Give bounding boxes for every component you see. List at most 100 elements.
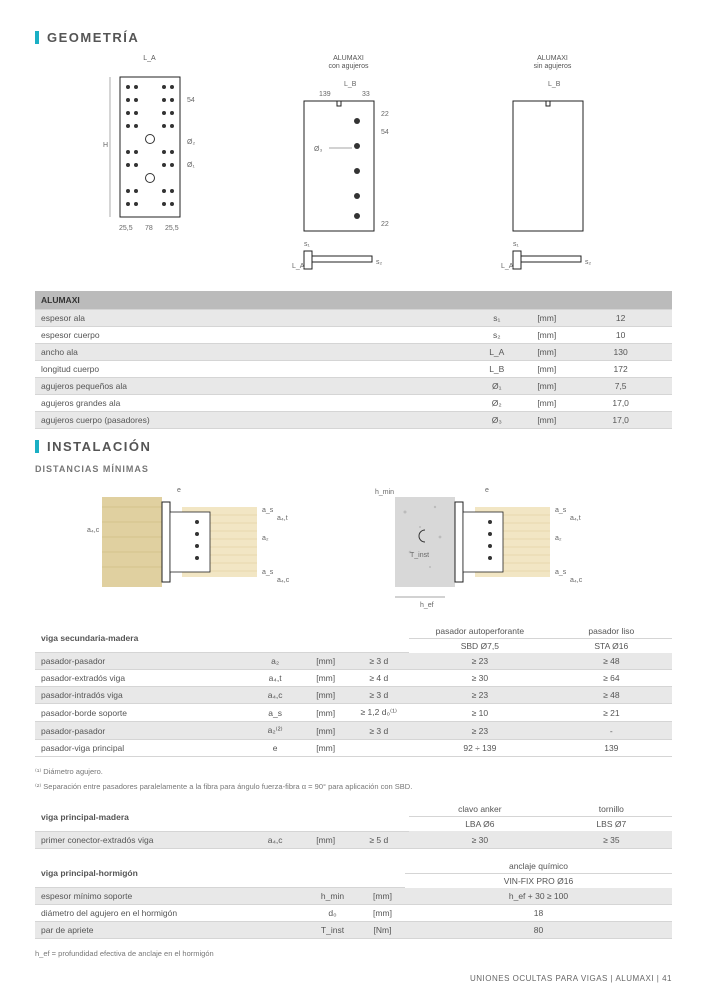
cell-v2: ≥ 64 <box>551 670 672 687</box>
svg-text:a_s: a_s <box>262 569 274 576</box>
table-row: espesor mínimo soporteh_min[mm]h_ef + 30… <box>35 888 672 905</box>
distances-table-2: viga principal-madera clavo anker tornil… <box>35 802 672 849</box>
cell-val: 7,5 <box>569 377 672 394</box>
svg-text:33: 33 <box>362 91 370 98</box>
cell-sym: a₄,c <box>247 687 303 704</box>
svg-text:s₁: s₁ <box>304 241 311 248</box>
distances-table-3: viga principal-hormigón anclaje químico … <box>35 859 672 940</box>
col-head: pasador liso <box>551 624 672 639</box>
svg-text:78: 78 <box>145 225 153 232</box>
cell-unit: [mm] <box>303 687 349 704</box>
cell-v1: ≥ 23 <box>409 687 551 704</box>
cell-sym: a₄,c <box>247 831 303 848</box>
cell-label: pasador-pasador <box>35 653 247 670</box>
cell-label: pasador-intradós viga <box>35 687 247 704</box>
cell-label: espesor ala <box>35 309 469 326</box>
cell-sym: a₂⁽²⁾ <box>247 722 303 740</box>
cell-v2: ≥ 21 <box>551 704 672 722</box>
col-subhead: LBA Ø6 <box>409 817 551 832</box>
section-title-instalacion: INSTALACIÓN <box>35 439 672 454</box>
diag-label: L_A <box>95 55 205 63</box>
cell-unit: [mm] <box>360 905 405 922</box>
cell-rule: ≥ 3 d <box>348 653 409 670</box>
table-header: ALUMAXI <box>35 291 672 310</box>
cell-unit: [mm] <box>303 740 349 757</box>
cell-label: pasador-borde soporte <box>35 704 247 722</box>
web-holes-svg: L_B 139 33 Ø₃ 22 54 22 s₁ L_A s₂ <box>284 76 414 276</box>
table-row: ancho alaL_A[mm]130 <box>35 343 672 360</box>
svg-text:a₄,c: a₄,c <box>277 577 290 584</box>
cell-sym: h_min <box>305 888 360 905</box>
svg-text:L_B: L_B <box>344 81 357 88</box>
cell-val: 172 <box>569 360 672 377</box>
footnote: ⁽²⁾ Separación entre pasadores paralelam… <box>35 782 672 793</box>
section-title-text: GEOMETRÍA <box>47 30 139 45</box>
cell-rule <box>348 740 409 757</box>
footnote: ⁽¹⁾ Diámetro agujero. <box>35 767 672 778</box>
table-row: agujeros cuerpo (pasadores)Ø₃[mm]17,0 <box>35 411 672 428</box>
cell-v1: 92 ÷ 139 <box>409 740 551 757</box>
cell-sym: s₁ <box>469 309 524 326</box>
cell-unit: [mm] <box>524 394 569 411</box>
svg-text:a₄,c: a₄,c <box>87 527 100 534</box>
table-row: longitud cuerpoL_B[mm]172 <box>35 360 672 377</box>
table-row: primer conector-extradós vigaa₄,c[mm]≥ 5… <box>35 831 672 848</box>
cell-sym: Ø₃ <box>469 411 524 428</box>
svg-text:a_s: a_s <box>555 569 567 576</box>
install-wood-svg: e a₄,c a_s a₄,t a₂ a_s a₄,c <box>82 482 312 602</box>
cell-sym: a₂ <box>247 653 303 670</box>
install-diagrams: e a₄,c a_s a₄,t a₂ a_s a₄,c T_inst h_min… <box>35 482 672 612</box>
svg-text:a₄,t: a₄,t <box>570 515 581 522</box>
cell-sym: L_A <box>469 343 524 360</box>
table-row: pasador-borde soportea_s[mm]≥ 1,2 d₀⁽¹⁾≥… <box>35 704 672 722</box>
cell-sym: s₂ <box>469 326 524 343</box>
svg-text:s₁: s₁ <box>513 241 520 248</box>
diag-web-noholes: ALUMAXI sin agujeros L_B s₁ L_A s₂ <box>493 55 613 279</box>
diag-label: ALUMAXI con agujeros <box>284 55 414 72</box>
cell-v2: ≥ 48 <box>551 653 672 670</box>
cell-v1: ≥ 30 <box>409 831 551 848</box>
svg-text:Ø₂: Ø₂ <box>187 139 195 146</box>
svg-text:a_s: a_s <box>555 507 567 514</box>
table-row: diámetro del agujero en el hormigónd₀[mm… <box>35 905 672 922</box>
cell-unit: [mm] <box>303 670 349 687</box>
cell-val: 130 <box>569 343 672 360</box>
section-title-text: INSTALACIÓN <box>47 439 151 454</box>
install-concrete-svg: T_inst h_min e a_s a₄,t a₂ a_s a₄,c h_ef <box>365 482 625 612</box>
subsection-title: DISTANCIAS MÍNIMAS <box>35 464 672 474</box>
svg-text:a_s: a_s <box>262 507 274 514</box>
cell-rule: ≥ 3 d <box>348 722 409 740</box>
svg-text:L_A: L_A <box>292 263 305 270</box>
cell-v1: ≥ 30 <box>409 670 551 687</box>
cell-unit: [mm] <box>524 326 569 343</box>
cell-sym: L_B <box>469 360 524 377</box>
table-row: agujeros pequeños alaØ₁[mm]7,5 <box>35 377 672 394</box>
cell-v2: 139 <box>551 740 672 757</box>
cell-v1: 80 <box>405 922 672 939</box>
svg-text:a₂: a₂ <box>555 535 562 542</box>
col-head: viga principal-madera <box>35 802 247 831</box>
cell-val: 12 <box>569 309 672 326</box>
geometry-diagrams: L_A <box>35 55 672 279</box>
svg-text:h_min: h_min <box>375 489 394 496</box>
svg-text:a₂: a₂ <box>262 535 269 542</box>
cell-v1: ≥ 10 <box>409 704 551 722</box>
table-row: pasador-pasadora₂[mm]≥ 3 d≥ 23≥ 48 <box>35 653 672 670</box>
cell-label: diámetro del agujero en el hormigón <box>35 905 305 922</box>
table-row: pasador-intradós vigaa₄,c[mm]≥ 3 d≥ 23≥ … <box>35 687 672 704</box>
svg-text:25,5: 25,5 <box>165 225 179 232</box>
svg-text:L_B: L_B <box>548 81 561 88</box>
table-row: espesor alas₁[mm]12 <box>35 309 672 326</box>
table-row: agujeros grandes alaØ₂[mm]17,0 <box>35 394 672 411</box>
svg-text:54: 54 <box>187 97 195 104</box>
col-subhead: VIN-FIX PRO Ø16 <box>405 873 672 888</box>
svg-text:139: 139 <box>319 91 331 98</box>
table-row: par de aprieteT_inst[Nm]80 <box>35 922 672 939</box>
footnote: h_ef = profundidad efectiva de anclaje e… <box>35 949 672 960</box>
cell-rule: ≥ 3 d <box>348 687 409 704</box>
cell-label: pasador-pasador <box>35 722 247 740</box>
col-subhead: SBD Ø7,5 <box>409 638 551 653</box>
svg-text:h_ef: h_ef <box>420 602 434 609</box>
svg-text:s₂: s₂ <box>376 259 383 266</box>
cell-sym: Ø₁ <box>469 377 524 394</box>
